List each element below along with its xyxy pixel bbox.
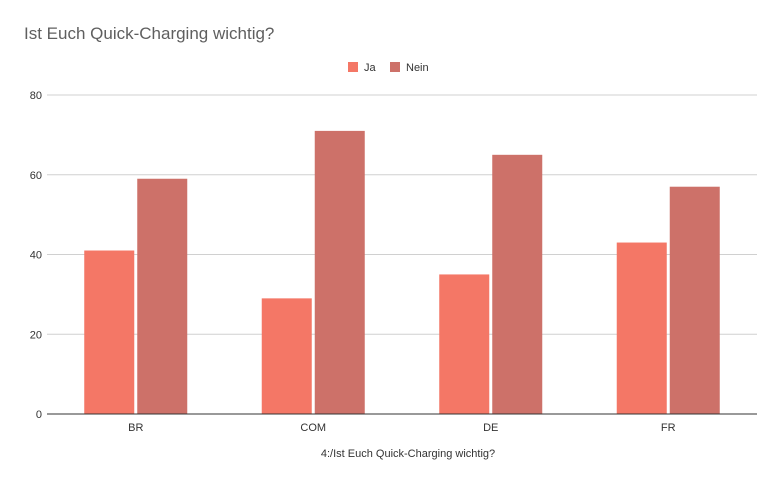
x-axis-title: 4:/Ist Euch Quick-Charging wichtig?	[321, 448, 495, 460]
bar-ja-com	[261, 298, 312, 414]
bar-nein-com	[314, 130, 365, 414]
y-tick-label: 60	[30, 170, 42, 182]
bar-nein-br	[137, 178, 188, 414]
legend-swatch-nein	[390, 62, 400, 72]
y-tick-label: 80	[30, 90, 42, 102]
y-tick-label: 20	[30, 329, 42, 341]
x-tick-label: BR	[128, 422, 143, 434]
bar-nein-de	[492, 154, 543, 414]
bar-ja-br	[84, 250, 135, 414]
chart-title: Ist Euch Quick-Charging wichtig?	[24, 24, 275, 43]
legend: Ja Nein	[348, 62, 429, 74]
bars	[84, 130, 720, 414]
x-tick-label: DE	[483, 422, 498, 434]
x-tick-label: FR	[661, 422, 676, 434]
y-tick-label: 0	[36, 409, 42, 421]
y-tick-label: 40	[30, 250, 42, 262]
bar-nein-fr	[669, 186, 720, 414]
legend-swatch-ja	[348, 62, 358, 72]
x-tick-label: COM	[300, 422, 326, 434]
legend-label-nein: Nein	[406, 62, 429, 74]
legend-label-ja: Ja	[364, 62, 377, 74]
axes: 0 20 40 60 80 BR COM DE FR	[30, 90, 757, 434]
bar-ja-de	[439, 274, 490, 414]
bar-ja-fr	[616, 242, 667, 414]
